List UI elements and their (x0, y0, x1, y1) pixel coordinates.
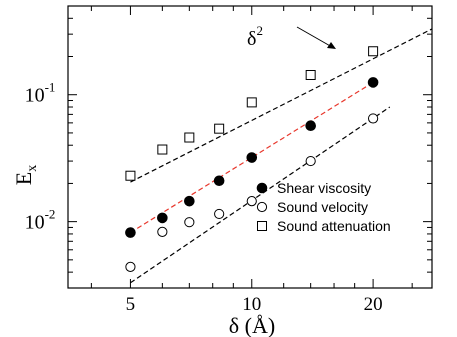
x-axis-label: δ (Å) (229, 313, 275, 337)
x-tick-label: 10 (242, 294, 261, 315)
data-point-open-circle (368, 113, 379, 124)
legend-marker-open-square (257, 221, 267, 231)
legend-marker-open-circle (256, 201, 268, 213)
data-point-filled-circle (125, 227, 136, 238)
annotation-base: δ (247, 28, 256, 50)
data-point-open-circle (184, 217, 195, 228)
y-tick-label-base: 10 (25, 85, 45, 107)
plot-frame (67, 5, 433, 289)
y-tick-label-exp: -2 (45, 207, 56, 222)
data-point-open-circle (157, 226, 168, 238)
legend: Shear viscosity Sound velocity Sound atten… (256, 180, 391, 234)
y-tick-label-exp: -1 (45, 80, 56, 95)
data-point-filled-circle (367, 77, 379, 88)
data-point-filled-circle (213, 175, 225, 187)
legend-label: Sound velocity (277, 199, 368, 215)
fit-line-2 (130, 28, 433, 183)
y-axis-label: Ex (11, 165, 40, 185)
markers-group (125, 46, 379, 272)
data-point-filled-circle (305, 120, 316, 131)
fit-line-3 (130, 106, 391, 284)
data-point-open-square (305, 69, 316, 80)
data-point-open-square (184, 132, 195, 143)
legend-marker-filled-circle (256, 182, 268, 194)
data-point-filled-circle (246, 152, 258, 163)
data-point-open-circle (305, 155, 316, 167)
annotation-delta-squared: δ2 (247, 23, 263, 50)
data-point-open-square (368, 46, 379, 57)
data-point-filled-circle (184, 195, 195, 207)
data-point-open-circle (125, 261, 136, 272)
y-axis-label-sub: x (25, 165, 40, 172)
data-point-open-circle (246, 196, 257, 207)
y-tick-label-base: 10 (25, 212, 45, 234)
data-point-open-square (157, 144, 168, 155)
legend-label: Shear viscosity (277, 180, 371, 196)
data-point-open-square (214, 123, 225, 134)
x-tick-label: 20 (364, 294, 383, 315)
plot-frame-group (67, 5, 433, 289)
annotation-arrow-line (296, 26, 333, 48)
y-tick-label: 10-2 (25, 207, 56, 234)
legend-label: Sound attenuation (277, 218, 391, 234)
data-point-open-circle (214, 208, 225, 220)
y-tick-label: 10-1 (25, 80, 56, 107)
annotation-arrow-head (327, 42, 336, 49)
annotation-exp: 2 (256, 23, 263, 38)
x-tick-label: 5 (126, 294, 136, 315)
data-point-open-square (125, 170, 136, 181)
fit-lines-group (130, 28, 433, 284)
y-axis-label-main: E (11, 172, 36, 185)
data-point-open-square (246, 97, 257, 108)
data-point-filled-circle (157, 212, 168, 224)
